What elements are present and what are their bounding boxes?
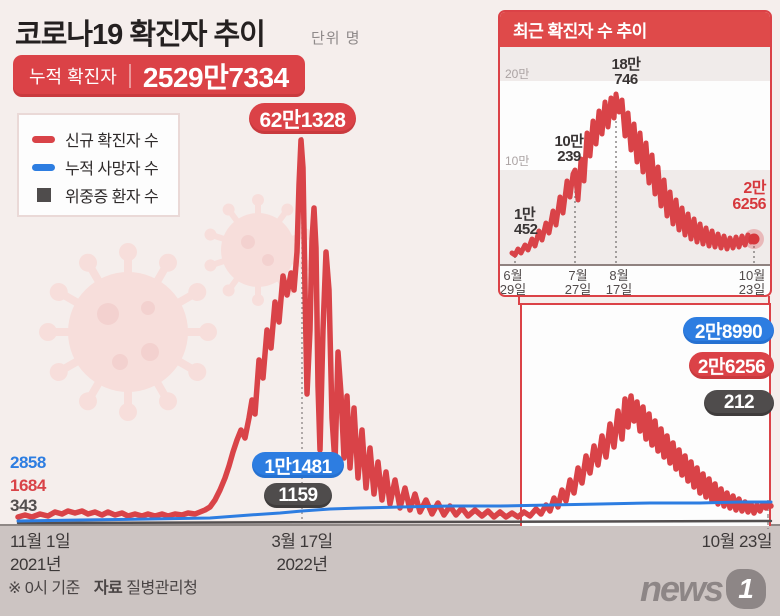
divider — [128, 64, 131, 88]
inset-start-label: 1만 452 — [514, 207, 538, 237]
logo-text: news — [640, 568, 724, 609]
end-new-cases-badge: 2만6256 — [689, 352, 774, 379]
source-label: 자료 — [93, 580, 123, 597]
end-deaths-badge: 2만8990 — [683, 317, 774, 344]
xtick-year: 2021년 — [10, 555, 61, 574]
severe-line — [16, 519, 773, 525]
deaths-line — [16, 500, 773, 523]
label-line: 2만 — [743, 180, 766, 197]
inset-new-cases-line — [509, 91, 757, 258]
label-line: 239 — [557, 148, 581, 165]
inset-plot — [509, 91, 764, 263]
virus-small-icon — [202, 194, 314, 306]
inset-end-label: 2만 6256 — [732, 181, 766, 213]
xtick-date: 10월 23일 — [701, 532, 773, 551]
dark-square-icon — [37, 188, 51, 202]
virus-large-icon — [39, 243, 217, 421]
grid-band — [500, 47, 770, 81]
gridline-label-20: 20만 — [505, 67, 530, 81]
xtick-peak: 3월 17일 2022년 — [242, 530, 362, 576]
blue-dash-icon — [32, 163, 55, 171]
end-point-dot — [748, 233, 760, 245]
xtick-start: 11월 1일 2021년 — [10, 530, 71, 576]
inset-peak2-label: 18만 746 — [596, 57, 656, 87]
gridline-label-10: 10만 — [505, 154, 530, 168]
start-severe-value: 343 — [10, 496, 37, 515]
inset-xtick-4: 10월 23일 — [738, 268, 766, 297]
news1-logo: news 1 — [640, 567, 767, 611]
label-line: 452 — [514, 221, 538, 238]
new-cases-line — [15, 137, 774, 520]
legend-label: 신규 확진자 수 — [65, 133, 159, 150]
legend-item-new-cases: 신규 확진자 수 — [32, 125, 178, 153]
inset-title: 최근 확진자 수 추이 — [500, 12, 770, 47]
footer-note: ※ 0시 기준 자료 질병관리청 — [8, 574, 198, 598]
xtick-date: 3월 17일 — [271, 532, 333, 551]
start-deaths-value: 2858 — [10, 453, 46, 472]
inset-plot-area: 20만 10만 1만 452 10만 239 18만 746 2만 6256 6… — [499, 47, 770, 297]
cumulative-value: 2529만7334 — [142, 62, 289, 93]
xtick-year: 2022년 — [276, 555, 328, 574]
mid-severe-badge: 1159 — [264, 483, 332, 508]
xtick-date: 11월 1일 — [10, 532, 71, 551]
cumulative-label: 누적 확진자 — [29, 67, 117, 87]
inset-chart: 최근 확진자 수 추이 20만 10만 1만 452 10만 2 — [498, 10, 772, 297]
inset-xtick-2: 7월 27일 — [564, 268, 592, 297]
xtick-end: 10월 23일 — [652, 530, 773, 553]
label-line: 6256 — [732, 196, 766, 213]
legend-item-severe: 위중증 환자 수 — [32, 181, 178, 209]
label-line: 10만 — [554, 133, 585, 150]
red-dash-icon — [32, 135, 55, 143]
inset-axis-line — [500, 264, 770, 266]
source-name: 질병관리청 — [126, 580, 198, 597]
unit-label: 단위 명 — [311, 30, 361, 47]
label-line: 1만 — [514, 206, 536, 223]
label-line: 746 — [614, 71, 638, 88]
cumulative-badge: 누적 확진자 2529만7334 — [13, 55, 305, 97]
peak-value-badge: 62만1328 — [249, 103, 356, 134]
basis-note: ※ 0시 기준 — [8, 580, 80, 597]
end-severe-badge: 212 — [704, 390, 774, 416]
page-title: 코로나19 확진자 추이 — [15, 19, 266, 51]
mid-deaths-badge: 1만1481 — [252, 452, 344, 478]
legend: 신규 확진자 수 누적 사망자 수 위중증 환자 수 — [17, 113, 180, 217]
inset-xtick-1: 6월 29일 — [499, 268, 527, 297]
logo-digit-badge: 1 — [726, 569, 767, 609]
bottom-band — [0, 524, 780, 616]
start-new-cases-value: 1684 — [10, 476, 46, 495]
inset-xtick-3: 8월 17일 — [605, 268, 633, 297]
legend-item-deaths: 누적 사망자 수 — [32, 153, 178, 181]
legend-label: 위중증 환자 수 — [65, 189, 159, 206]
label-line: 18만 — [611, 56, 642, 73]
legend-label: 누적 사망자 수 — [65, 161, 159, 178]
inset-peak1-label: 10만 239 — [539, 134, 599, 164]
